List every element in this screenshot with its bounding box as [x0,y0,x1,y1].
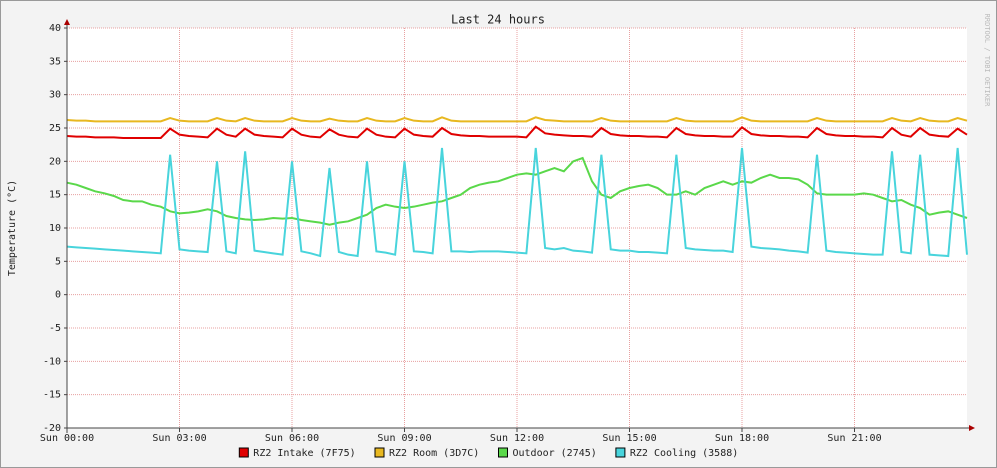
y-tick-label: 15 [49,190,61,201]
legend-swatch [615,447,626,458]
y-tick-label: 40 [49,23,61,34]
legend-label: RZ2 Room (3D7C) [389,448,479,459]
legend-swatch [374,447,385,458]
legend-swatch [238,447,249,458]
x-tick-label: Sun 12:00 [490,433,544,444]
y-tick-label: 20 [49,156,61,167]
x-tick-label: Sun 06:00 [265,433,319,444]
y-tick-label: -5 [49,323,61,334]
x-tick-label: Sun 00:00 [40,433,94,444]
x-tick-label: Sun 21:00 [827,433,881,444]
legend-label: Outdoor (2745) [513,448,597,459]
series-line [66,156,968,226]
y-tick-label: -10 [43,356,61,367]
x-tick-label: Sun 18:00 [715,433,769,444]
x-tick-label: Sun 15:00 [602,433,656,444]
axes [64,19,975,433]
series-line [66,116,968,123]
legend-swatch [498,447,508,458]
y-tick-label: 35 [49,56,61,67]
grid [66,27,967,429]
x-tick-label: Sun 03:00 [152,433,206,444]
legend-label: RZ2 Intake (7F75) [253,448,355,459]
y-tick-label: 0 [55,290,61,301]
y-tick-label: 10 [49,223,61,234]
y-axis-label: Temperature (°C) [7,180,18,276]
y-arrow [64,19,70,25]
lines [66,116,968,258]
x-arrow [969,425,975,431]
series-line [66,125,968,139]
y-tick-label: -20 [43,423,61,434]
y-tick-label: 25 [49,123,61,134]
chart-title: Last 24 hours [451,13,545,27]
series-line [66,147,968,258]
x-tick-label: Sun 09:00 [377,433,431,444]
legend: RZ2 Intake (7F75) RZ2 Room (3D7C) Outdoor … [238,447,738,459]
y-tick-label: 30 [49,90,61,101]
watermark: RRDTOOL / TOBI OETIKER [983,14,991,108]
y-tick-label: -15 [43,390,61,401]
legend-label: RZ2 Cooling (3588) [630,448,738,459]
y-tick-label: 5 [55,256,61,267]
